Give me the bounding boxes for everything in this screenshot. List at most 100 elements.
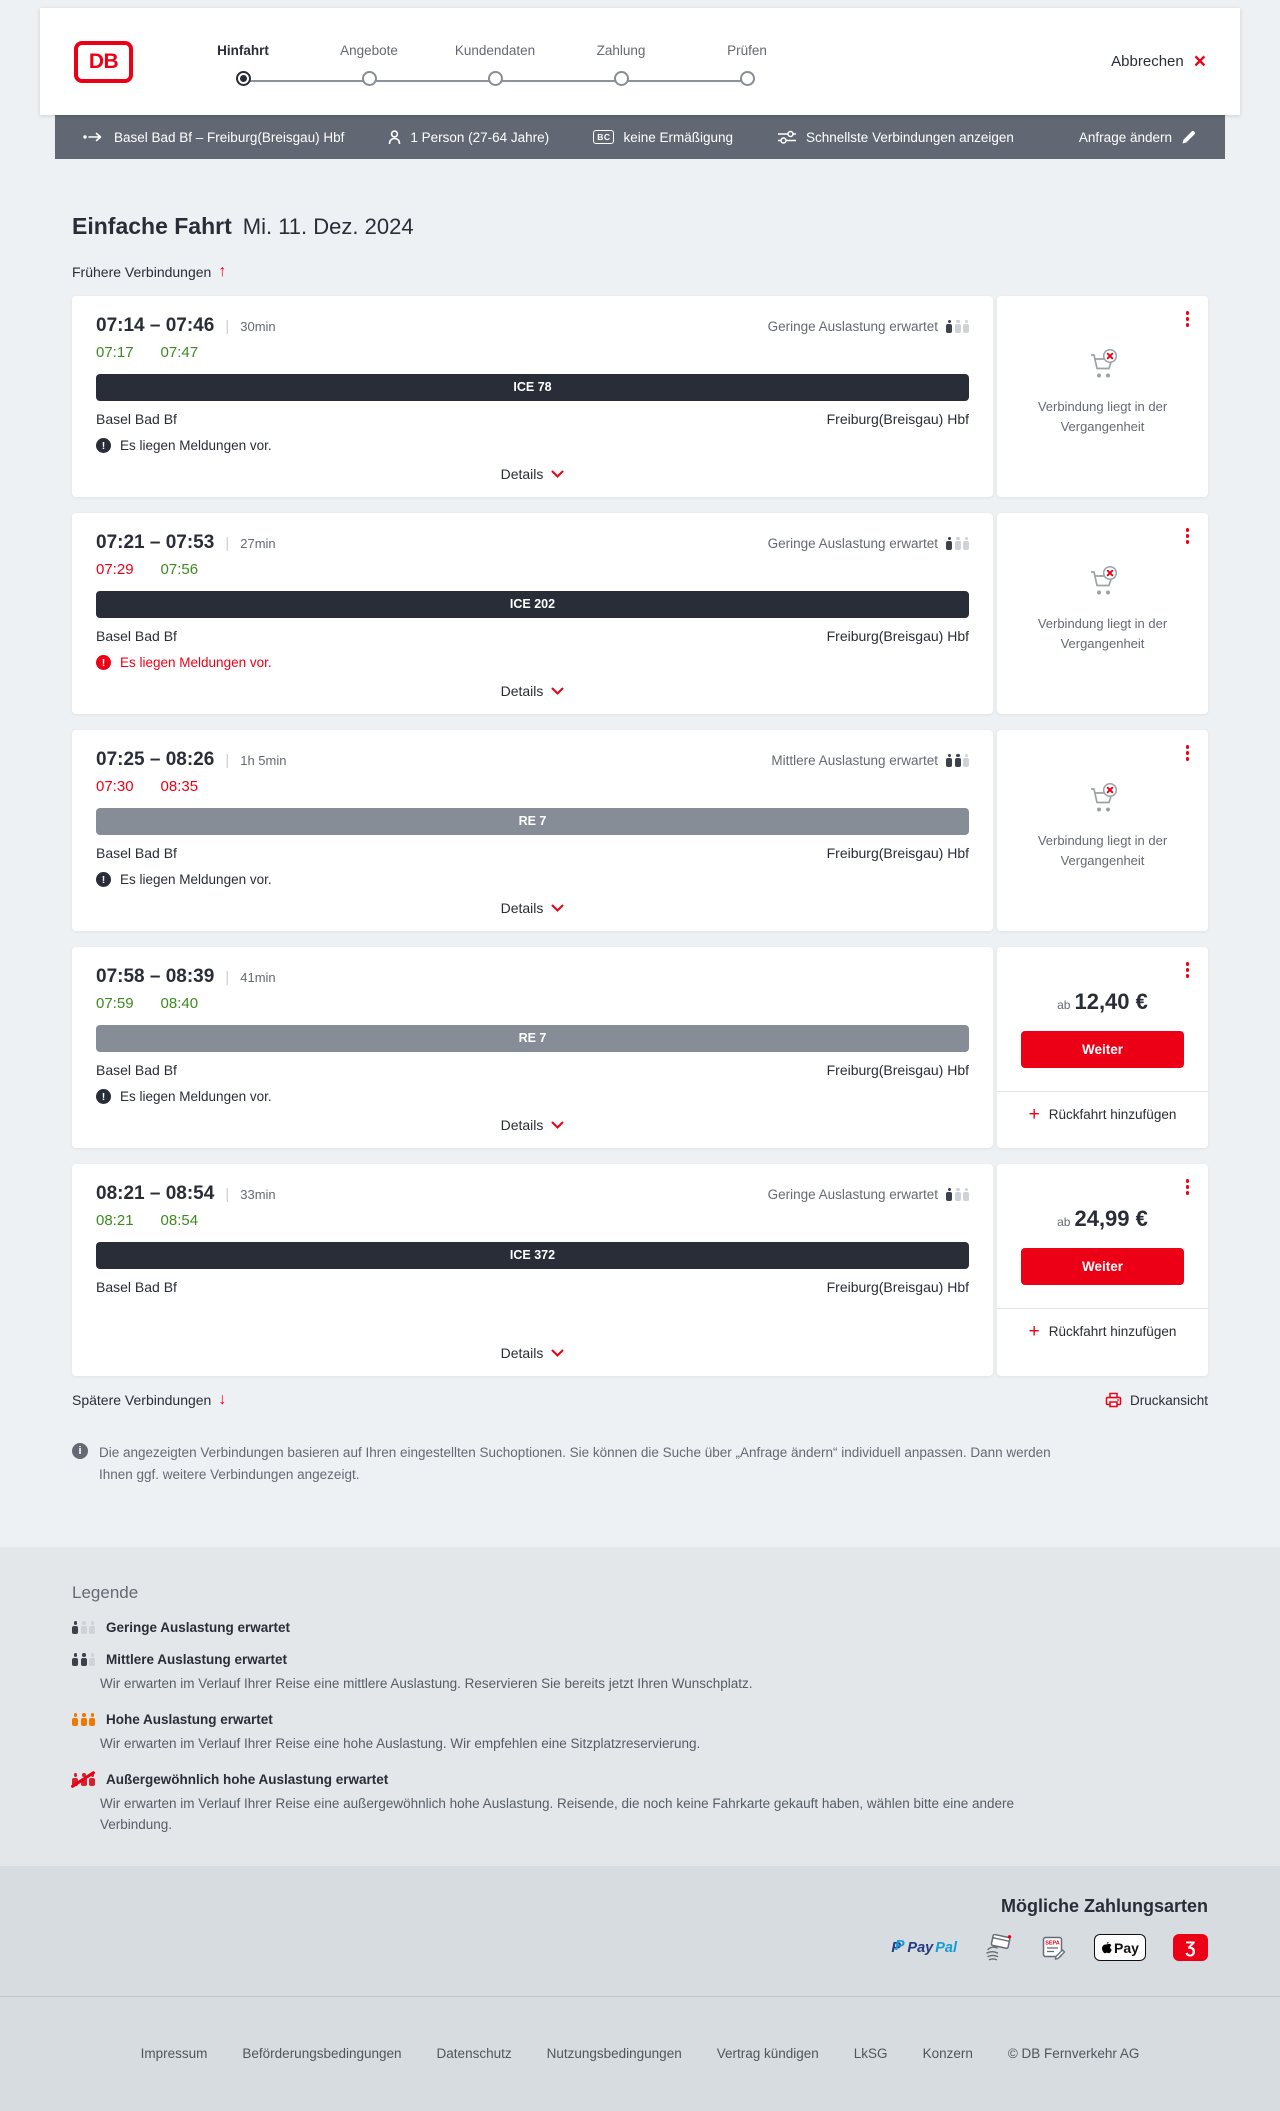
more-options-icon[interactable] <box>1184 526 1192 546</box>
footer-link-lksg[interactable]: LkSG <box>853 2045 888 2061</box>
step-label: Hinfahrt <box>217 43 269 58</box>
connection-side-panel: Verbindung liegt in der Vergangenheit <box>997 513 1208 714</box>
chevron-down-icon <box>551 1121 564 1129</box>
train-label: ICE 202 <box>96 591 969 618</box>
add-return-trip-button[interactable]: + Rückfahrt hinzufügen <box>997 1308 1208 1354</box>
details-toggle[interactable]: Details <box>96 466 969 482</box>
duration: 41min <box>240 969 276 985</box>
footer-link-impressum[interactable]: Impressum <box>140 2045 208 2061</box>
destination-station: Freiburg(Breisgau) Hbf <box>826 845 969 861</box>
checkout-stepper: Hinfahrt Angebote Kundendaten Zahlung Pr… <box>180 37 810 86</box>
later-connections-label: Spätere Verbindungen <box>72 1392 212 1408</box>
connection-main: 07:14 – 07:46 | 30min Geringe Auslastung… <box>72 296 993 497</box>
train-label: ICE 372 <box>96 1242 969 1269</box>
page-title: Einfache Fahrt Mi. 11. Dez. 2024 <box>72 213 1208 240</box>
destination-station: Freiburg(Breisgau) Hbf <box>826 411 969 427</box>
passenger-summary: 1 Person (27-64 Jahre) <box>388 130 549 145</box>
step-zahlung[interactable]: Zahlung <box>558 43 684 86</box>
step-hinfahrt[interactable]: Hinfahrt <box>180 43 306 86</box>
past-connection-note: Verbindung liegt in der Vergangenheit <box>1037 833 1168 869</box>
connection-card: 07:58 – 08:39 | 41min 07:59 08:40 RE 7 B… <box>72 947 1208 1148</box>
earlier-connections-link[interactable]: Frühere Verbindungen ↑ <box>72 263 227 281</box>
planned-times: 07:25 – 08:26 <box>96 749 215 770</box>
destination-station: Freiburg(Breisgau) Hbf <box>826 1062 969 1078</box>
occupancy-low-icon <box>946 1187 969 1201</box>
details-toggle[interactable]: Details <box>96 1117 969 1133</box>
details-label: Details <box>500 683 544 699</box>
print-view-link[interactable]: Druckansicht <box>1105 1392 1208 1408</box>
footer-link-nutzungsbedingungen[interactable]: Nutzungsbedingungen <box>546 2045 682 2061</box>
continue-button[interactable]: Weiter <box>1021 1248 1184 1285</box>
notice-row: ! Es liegen Meldungen vor. <box>96 655 969 670</box>
continue-button[interactable]: Weiter <box>1021 1031 1184 1068</box>
fastest-connections-toggle[interactable]: Schnellste Verbindungen anzeigen <box>777 130 1014 145</box>
step-circle-icon <box>613 71 629 86</box>
occupancy-indicator: Geringe Auslastung erwartet <box>768 1187 969 1202</box>
more-options-icon[interactable] <box>1184 743 1192 763</box>
edit-request-button[interactable]: Anfrage ändern <box>1079 129 1197 145</box>
duration: 33min <box>240 1186 276 1202</box>
occupancy-label: Geringe Auslastung erwartet <box>767 1186 938 1202</box>
details-label: Details <box>500 466 544 482</box>
earlier-connections-label: Frühere Verbindungen <box>72 264 212 280</box>
step-pruefen[interactable]: Prüfen <box>684 43 810 86</box>
price-prefix: ab <box>1057 1215 1071 1229</box>
cancel-button[interactable]: Abbrechen × <box>1111 51 1206 72</box>
arrow-up-icon: ↑ <box>218 263 227 280</box>
person-icon <box>389 130 401 144</box>
origin-station: Basel Bad Bf <box>96 1279 177 1295</box>
occupancy-low-icon <box>946 319 969 333</box>
legend-title: Legende <box>72 1583 139 1603</box>
more-options-icon[interactable] <box>1184 309 1192 329</box>
plus-icon: + <box>1028 1104 1040 1125</box>
legend-label: Hohe Auslastung erwartet <box>106 1712 273 1728</box>
destination-station: Freiburg(Breisgau) Hbf <box>826 1279 969 1295</box>
legend-item-medium: Mittlere Auslastung erwartet Wir erwarte… <box>72 1652 1208 1695</box>
footer-link-datenschutz[interactable]: Datenschutz <box>436 2045 512 2061</box>
bahncard-icon: BC <box>593 130 615 144</box>
legend-description: Wir erwarten im Verlauf Ihrer Reise eine… <box>100 1736 701 1752</box>
footer-link-befoerderungsbedingungen[interactable]: Beförderungsbedingungen <box>242 2045 402 2061</box>
footer-link-vertrag-kuendigen[interactable]: Vertrag kündigen <box>716 2045 819 2061</box>
footer-link-konzern[interactable]: Konzern <box>922 2045 973 2061</box>
later-connections-link[interactable]: Spätere Verbindungen ↓ <box>72 1392 226 1409</box>
wero-pay-icon: Ʒ <box>1173 1934 1208 1962</box>
printer-icon <box>1105 1392 1122 1408</box>
legend-description: Wir erwarten im Verlauf Ihrer Reise eine… <box>100 1796 1015 1832</box>
cart-unavailable-icon <box>1090 565 1117 595</box>
passenger-label: 1 Person (27-64 Jahre) <box>410 129 550 145</box>
db-logo: DB <box>74 40 133 83</box>
details-toggle[interactable]: Details <box>96 683 969 699</box>
occupancy-indicator: Mittlere Auslastung erwartet <box>771 753 969 768</box>
details-toggle[interactable]: Details <box>96 900 969 916</box>
chevron-down-icon <box>551 1349 564 1357</box>
step-angebote[interactable]: Angebote <box>306 43 432 86</box>
planned-times: 07:14 – 07:46 <box>96 315 215 336</box>
actual-arrival: 08:54 <box>160 1212 199 1229</box>
more-options-icon[interactable] <box>1184 960 1192 980</box>
legend-section: Legende Geringe Auslastung erwartet Mitt… <box>0 1547 1280 1866</box>
more-options-icon[interactable] <box>1184 1177 1192 1197</box>
connection-side-panel: Verbindung liegt in der Vergangenheit <box>997 730 1208 931</box>
connection-card: 07:14 – 07:46 | 30min Geringe Auslastung… <box>72 296 1208 497</box>
one-way-icon <box>83 132 102 142</box>
occupancy-low-icon <box>946 536 969 550</box>
credit-card-icon <box>986 1933 1012 1961</box>
legend-item-high: Hohe Auslastung erwartet Wir erwarten im… <box>72 1712 1208 1755</box>
actual-departure: 07:17 <box>96 344 134 361</box>
actual-arrival: 07:47 <box>160 344 199 361</box>
connection-card: 08:21 – 08:54 | 33min Geringe Auslastung… <box>72 1164 1208 1376</box>
paypal-icon: P P Pay Pal <box>891 1938 957 1957</box>
train-label: RE 7 <box>96 808 969 835</box>
chevron-down-icon <box>551 470 564 478</box>
step-kundendaten[interactable]: Kundendaten <box>432 43 558 86</box>
add-return-trip-button[interactable]: + Rückfahrt hinzufügen <box>997 1091 1208 1137</box>
notice-row: ! Es liegen Meldungen vor. <box>96 872 969 887</box>
divider: | <box>225 534 230 552</box>
edit-request-label: Anfrage ändern <box>1078 129 1172 145</box>
checkout-header: DB Hinfahrt Angebote Kundendaten Zahlung… <box>40 8 1240 115</box>
search-summary-bar: Basel Bad Bf – Freiburg(Breisgau) Hbf 1 … <box>55 115 1225 159</box>
details-toggle[interactable]: Details <box>96 1345 969 1361</box>
sepa-direct-debit-icon: SEPA <box>1042 1936 1066 1960</box>
payment-methods-section: Mögliche Zahlungsarten P P Pay Pal SEPA <box>0 1865 1280 1996</box>
